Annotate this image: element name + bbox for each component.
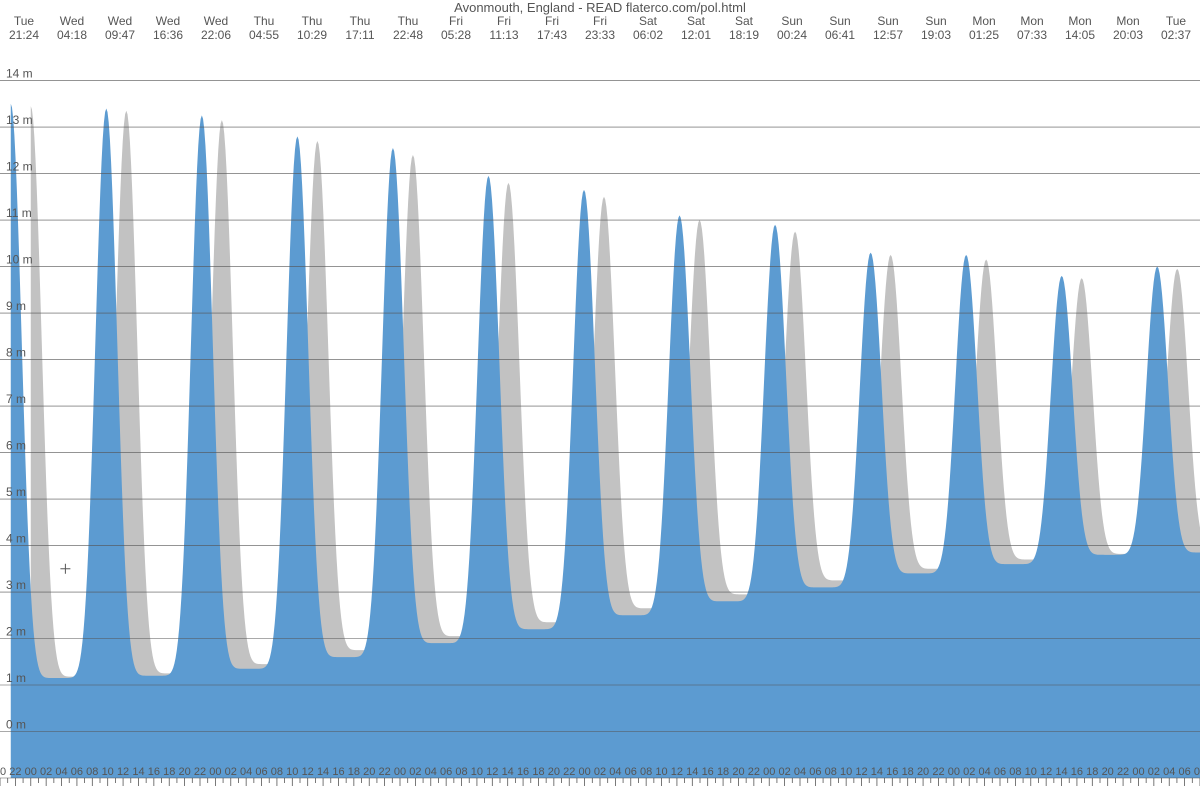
x-axis-label: 08 bbox=[1194, 766, 1200, 778]
x-axis-label: 14 bbox=[132, 766, 144, 778]
chart-svg: 0 m 1 m 2 m 3 m 4 m 5 m 6 m 7 m 8 m 9 m 10 m 11 m 12… bbox=[0, 0, 1200, 800]
x-axis-label: 08 bbox=[86, 766, 98, 778]
x-axis-label: 22 bbox=[378, 766, 390, 778]
x-axis-label: 14 bbox=[1055, 766, 1067, 778]
y-axis-label: 2 m bbox=[6, 625, 26, 639]
y-axis-label: 11 m bbox=[6, 206, 32, 220]
x-axis-label: 06 bbox=[994, 766, 1006, 778]
now-marker bbox=[60, 564, 70, 574]
x-axis-label: 06 bbox=[71, 766, 83, 778]
x-axis-label: 22 bbox=[748, 766, 760, 778]
x-axis-label: 02 bbox=[1148, 766, 1160, 778]
x-axis-label: 08 bbox=[271, 766, 283, 778]
x-axis-label: 16 bbox=[332, 766, 344, 778]
x-axis-label: 22 bbox=[194, 766, 206, 778]
x-axis-label: 20 bbox=[178, 766, 190, 778]
y-axis-label: 1 m bbox=[6, 671, 26, 685]
y-axis-label: 14 m bbox=[6, 67, 33, 81]
x-axis-label: 12 bbox=[1040, 766, 1052, 778]
x-axis-label: 06 bbox=[440, 766, 452, 778]
x-axis-label: 00 bbox=[763, 766, 775, 778]
x-axis-label: 08 bbox=[1009, 766, 1021, 778]
x-axis-label: 00 bbox=[394, 766, 406, 778]
x-axis-label: 18 bbox=[348, 766, 360, 778]
x-axis-label: 08 bbox=[455, 766, 467, 778]
x-axis-label: 06 bbox=[255, 766, 267, 778]
x-axis-label: 20 bbox=[548, 766, 560, 778]
y-axis-label: 0 m bbox=[6, 718, 26, 732]
x-axis-label: 20 bbox=[1102, 766, 1114, 778]
x-axis-label: 10 bbox=[102, 766, 114, 778]
x-axis-label: 10 bbox=[1025, 766, 1037, 778]
x-axis-label: 22 bbox=[1117, 766, 1129, 778]
x-axis-label: 02 bbox=[778, 766, 790, 778]
y-axis-label: 7 m bbox=[6, 392, 26, 406]
x-axis-label: 00 bbox=[578, 766, 590, 778]
x-axis-label: 02 bbox=[40, 766, 52, 778]
x-axis-label: 10 bbox=[471, 766, 483, 778]
x-axis-label: 00 bbox=[25, 766, 37, 778]
y-axis-label: 3 m bbox=[6, 578, 26, 592]
tide-chart: Avonmouth, England - READ flaterco.com/p… bbox=[0, 0, 1200, 800]
y-axis-label: 9 m bbox=[6, 299, 26, 313]
x-axis-label: 12 bbox=[855, 766, 867, 778]
x-axis-label: 10 bbox=[840, 766, 852, 778]
x-axis-label: 12 bbox=[117, 766, 129, 778]
x-axis-label: 08 bbox=[825, 766, 837, 778]
x-axis-label: 18 bbox=[532, 766, 544, 778]
x-axis-label: 14 bbox=[502, 766, 514, 778]
x-axis-label: 04 bbox=[794, 766, 806, 778]
x-axis-label: 14 bbox=[317, 766, 329, 778]
x-axis-label: 02 bbox=[963, 766, 975, 778]
x-axis-label: 04 bbox=[55, 766, 67, 778]
x-axis-label: 14 bbox=[871, 766, 883, 778]
x-axis-label: 16 bbox=[148, 766, 160, 778]
x-axis-label: 12 bbox=[302, 766, 314, 778]
x-axis-label: 00 bbox=[948, 766, 960, 778]
x-axis-label: 22 bbox=[932, 766, 944, 778]
x-axis-label: 16 bbox=[517, 766, 529, 778]
x-axis-label: 08 bbox=[640, 766, 652, 778]
y-axis-label: 13 m bbox=[6, 113, 33, 127]
x-axis-label: 16 bbox=[1071, 766, 1083, 778]
x-axis-label: 20 bbox=[917, 766, 929, 778]
x-axis-label: 02 bbox=[409, 766, 421, 778]
x-axis-label: 16 bbox=[886, 766, 898, 778]
x-axis-label: 18 bbox=[163, 766, 175, 778]
y-axis-label: 12 m bbox=[6, 160, 33, 174]
x-axis-label: 22 bbox=[9, 766, 21, 778]
y-axis-label: 6 m bbox=[6, 439, 26, 453]
y-axis-label: 5 m bbox=[6, 485, 26, 499]
x-axis-label: 04 bbox=[1163, 766, 1175, 778]
x-axis-label: 04 bbox=[425, 766, 437, 778]
tide-areas bbox=[11, 104, 1200, 778]
x-axis-label: 18 bbox=[717, 766, 729, 778]
x-axis-label: 00 bbox=[1132, 766, 1144, 778]
x-axis-label: 02 bbox=[594, 766, 606, 778]
x-axis-label: 06 bbox=[1178, 766, 1190, 778]
x-axis-label: 00 bbox=[209, 766, 221, 778]
x-axis-label: 06 bbox=[809, 766, 821, 778]
x-axis-label: 18 bbox=[902, 766, 914, 778]
x-axis-label: 22 bbox=[563, 766, 575, 778]
x-axis-label: 04 bbox=[609, 766, 621, 778]
x-axis-label: 02 bbox=[225, 766, 237, 778]
x-axis-label: 12 bbox=[671, 766, 683, 778]
x-axis-label: 10 bbox=[655, 766, 667, 778]
y-axis-label: 4 m bbox=[6, 532, 26, 546]
x-axis-label: 10 bbox=[286, 766, 298, 778]
x-axis-label: 20 bbox=[732, 766, 744, 778]
x-axis-label: 04 bbox=[978, 766, 990, 778]
y-axis-label: 8 m bbox=[6, 346, 26, 360]
x-axis-label: 06 bbox=[625, 766, 637, 778]
x-axis-label: 18 bbox=[1086, 766, 1098, 778]
x-axis: 2022000204060810121416182022000204060810… bbox=[0, 766, 1200, 786]
x-axis-label: 16 bbox=[702, 766, 714, 778]
x-axis-label: 20 bbox=[0, 766, 6, 778]
y-axis-label: 10 m bbox=[6, 253, 33, 267]
x-axis-label: 04 bbox=[240, 766, 252, 778]
x-axis-label: 20 bbox=[363, 766, 375, 778]
x-axis-label: 14 bbox=[686, 766, 698, 778]
x-axis-label: 12 bbox=[486, 766, 498, 778]
